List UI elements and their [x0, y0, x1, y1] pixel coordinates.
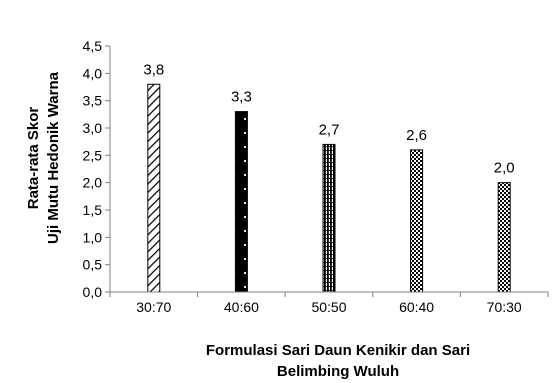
x-axis-title-line1: Formulasi Sari Daun Kenikir dan Sari: [206, 342, 470, 359]
y-tick-label: 1,0: [83, 229, 103, 245]
bar-40-60: [234, 111, 248, 293]
y-axis-title-line2: Uji Mutu Hedonik Warna: [45, 71, 62, 244]
data-labels: 3,8 3,3 2,7 2,6 2,0: [143, 61, 514, 176]
bar-30-70: [147, 83, 161, 293]
bar-60-40: [410, 149, 424, 293]
x-axis-title: Formulasi Sari Daun Kenikir dan Sari Bel…: [206, 342, 470, 380]
y-tick-label: 0,5: [83, 257, 103, 273]
y-tick-label: 4,0: [83, 65, 103, 81]
y-tick-label: 3,0: [83, 120, 103, 136]
x-tick-label: 50:50: [311, 299, 346, 315]
bar-50-50: [322, 143, 336, 293]
y-axis-title-line1: Rata-rata Skor: [25, 107, 42, 210]
bar-70-30: [497, 182, 511, 293]
y-tick-label: 1,5: [83, 202, 103, 218]
y-tick-label: 4,5: [83, 38, 103, 54]
data-label: 3,3: [231, 89, 252, 106]
y-tick-label: 3,5: [83, 93, 103, 109]
x-axis-ticks: 30:70 40:60 50:50 60:40 70:30: [109, 292, 549, 315]
bars: [147, 83, 511, 293]
data-label: 2,0: [494, 160, 515, 177]
data-label: 3,8: [143, 61, 164, 78]
data-label: 2,7: [319, 121, 340, 138]
y-tick-label: 0,0: [83, 284, 103, 300]
y-axis-title: Rata-rata Skor Uji Mutu Hedonik Warna: [25, 71, 62, 244]
x-axis-title-line2: Belimbing Wuluh: [277, 363, 399, 380]
data-label: 2,6: [406, 127, 427, 144]
x-tick-label: 30:70: [136, 299, 171, 315]
y-tick-label: 2,0: [83, 175, 103, 191]
x-tick-label: 60:40: [399, 299, 434, 315]
y-axis-ticks: 0,0 0,5 1,0 1,5 2,0 2,5 3,0 3,5 4,0 4,5: [83, 38, 110, 300]
x-tick-label: 70:30: [487, 299, 522, 315]
y-tick-label: 2,5: [83, 147, 103, 163]
x-tick-label: 40:60: [224, 299, 259, 315]
